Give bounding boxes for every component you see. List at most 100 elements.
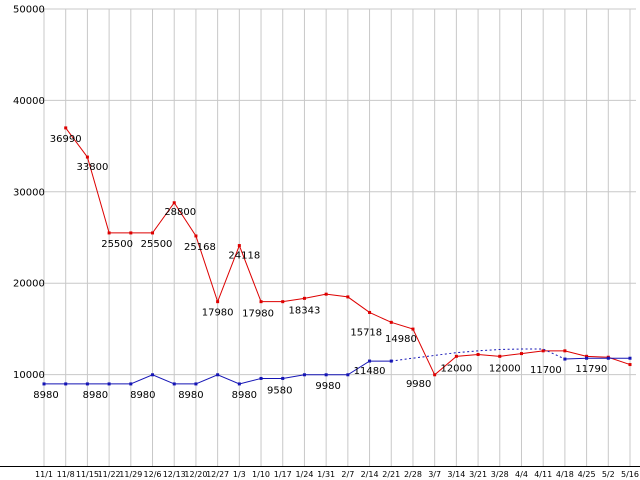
value-label: 15718	[350, 327, 382, 338]
red-price-marker	[302, 296, 306, 300]
value-label: 8980	[130, 390, 155, 401]
blue-price-marker	[324, 373, 328, 377]
red-price-marker	[498, 354, 502, 358]
red-price-marker	[129, 231, 133, 235]
blue-price-marker	[606, 356, 610, 360]
x-tick-label: 2/21	[382, 470, 400, 479]
x-tick-label: 4/4	[515, 470, 528, 479]
red-price-marker	[151, 231, 155, 235]
blue-price-marker	[172, 382, 176, 386]
red-price-marker	[519, 352, 523, 356]
x-tick-label: 1/10	[252, 470, 270, 479]
value-label: 8980	[232, 390, 257, 401]
blue-price-marker	[281, 376, 285, 380]
value-label: 25168	[184, 242, 216, 253]
red-price-marker	[433, 373, 437, 377]
red-price-marker	[389, 320, 393, 324]
x-tick-label: 12/20	[184, 470, 207, 479]
value-label: 24118	[228, 251, 260, 262]
red-price-marker	[107, 231, 111, 235]
red-price-marker	[259, 300, 263, 304]
blue-price-marker	[237, 382, 241, 386]
value-label: 14980	[385, 334, 417, 345]
blue-price-marker	[107, 382, 111, 386]
x-tick-label: 1/3	[233, 470, 246, 479]
value-label: 11700	[530, 365, 562, 376]
blue-price-marker	[302, 373, 306, 377]
y-tick-label: 10000	[13, 370, 45, 381]
value-label: 12000	[440, 363, 472, 374]
x-tick-label: 11/29	[119, 470, 142, 479]
red-price-marker	[346, 295, 350, 299]
value-label: 25500	[141, 239, 173, 250]
x-tick-label: 11/1	[35, 470, 53, 479]
blue-price-series	[42, 348, 632, 386]
value-label: 11480	[354, 366, 386, 377]
value-label: 9580	[267, 385, 292, 396]
blue-price-marker	[194, 382, 198, 386]
red-price-marker	[585, 354, 589, 358]
x-tick-label: 4/18	[556, 470, 574, 479]
y-tick-label: 30000	[13, 187, 45, 198]
value-label: 36990	[50, 134, 82, 145]
value-label: 12000	[489, 363, 521, 374]
x-tick-label: 2/14	[361, 470, 379, 479]
x-tick-label: 1/24	[295, 470, 313, 479]
blue-price-polyline	[564, 357, 630, 360]
value-label: 28800	[164, 207, 196, 218]
y-axis-labels: 10000 20000 30000 40000 50000	[13, 5, 45, 382]
value-label: 17980	[202, 308, 234, 319]
red-price-marker	[216, 300, 220, 304]
value-labels: 36990 33800 25500 25500 28800 25168 17980 24118…	[33, 134, 607, 401]
y-tick-label: 40000	[13, 96, 45, 107]
x-tick-label: 11/15	[76, 470, 99, 479]
red-price-marker	[563, 349, 567, 353]
blue-price-marker	[563, 357, 567, 361]
blue-price-marker	[389, 359, 393, 363]
red-price-marker	[411, 327, 415, 331]
red-price-marker	[454, 354, 458, 358]
red-price-marker	[628, 363, 632, 367]
x-tick-label: 12/13	[163, 470, 186, 479]
value-label: 25500	[101, 239, 133, 250]
value-label: 18343	[289, 305, 321, 316]
x-tick-label: 3/7	[428, 470, 441, 479]
red-price-marker	[194, 234, 198, 238]
blue-price-marker	[259, 376, 263, 380]
x-tick-label: 2/7	[341, 470, 354, 479]
blue-price-marker	[585, 356, 589, 360]
gridlines	[40, 8, 636, 466]
blue-price-marker	[346, 373, 350, 377]
y-tick-label: 50000	[13, 5, 45, 16]
x-tick-label: 11/22	[98, 470, 121, 479]
blue-price-marker	[42, 382, 46, 386]
value-label: 8980	[33, 390, 58, 401]
value-label: 33800	[77, 162, 109, 173]
x-tick-label: 1/17	[274, 470, 292, 479]
red-price-series	[64, 126, 632, 377]
red-price-marker	[476, 352, 480, 356]
blue-price-polyline	[391, 348, 566, 362]
x-tick-label: 12/27	[206, 470, 229, 479]
blue-price-marker	[216, 373, 220, 377]
x-tick-label: 4/25	[578, 470, 596, 479]
value-label: 11790	[575, 364, 607, 375]
red-price-marker	[237, 244, 241, 248]
blue-price-marker	[85, 382, 89, 386]
value-label: 9980	[406, 379, 431, 390]
x-tick-label: 5/16	[621, 470, 639, 479]
red-price-marker	[324, 292, 328, 296]
x-tick-label: 4/11	[534, 470, 552, 479]
value-label: 17980	[242, 309, 274, 320]
red-price-marker	[64, 126, 68, 130]
value-label: 8980	[83, 390, 108, 401]
red-price-marker	[85, 155, 89, 159]
red-price-marker	[368, 310, 372, 314]
blue-price-marker	[64, 382, 68, 386]
red-price-marker	[281, 300, 285, 304]
x-tick-label: 5/2	[602, 470, 615, 479]
x-tick-label: 1/31	[317, 470, 335, 479]
